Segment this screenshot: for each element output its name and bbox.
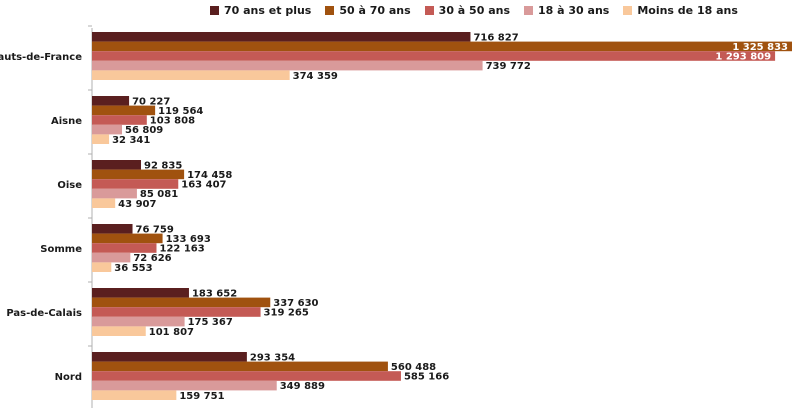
data-label: 560 488 [391,362,436,373]
bar [92,70,290,80]
bar [92,390,177,400]
bar [92,105,156,116]
bar [92,41,792,52]
legend-swatch [210,6,219,15]
bar [92,316,185,327]
bar [92,32,471,42]
bar [92,243,157,253]
data-label: 70 227 [132,96,170,107]
chart-legend: 70 ans et plus 50 à 70 ans 30 à 50 ans 18 à… [210,4,738,17]
bar [92,352,247,362]
bar [92,326,146,336]
category-label: Nord [55,372,82,383]
bar [92,51,776,61]
data-label: 174 458 [187,170,232,181]
data-label: 1 325 833 [732,42,788,53]
bar [92,380,277,391]
data-label: 319 265 [264,308,309,319]
legend-item: Moins de 18 ans [623,4,738,17]
legend-label: 30 à 50 ans [438,4,510,17]
category-label: Pas-de-Calais [6,308,82,319]
bar [92,96,130,106]
bar [92,60,483,71]
bar [92,297,271,308]
data-label: 293 354 [250,352,295,363]
category-label: Somme [40,244,82,255]
data-label: 72 626 [133,253,171,264]
bar [92,262,112,272]
legend-swatch [424,6,434,15]
bar [92,179,179,189]
legend-label: Moins de 18 ans [637,4,738,17]
legend-item: 18 à 30 ans [524,4,609,17]
data-label: 43 907 [118,199,156,210]
data-label: 183 652 [192,288,237,299]
legend-swatch [325,6,335,15]
bar [92,224,133,234]
data-label: 119 564 [158,106,203,117]
bar [92,307,261,317]
category-label: Hauts-de-France [0,52,82,63]
legend-label: 18 à 30 ans [538,4,610,17]
legend-item: 70 ans et plus [210,4,311,17]
data-label: 1 293 809 [715,52,771,63]
legend-label: 50 à 70 ans [339,4,411,17]
data-label: 337 630 [273,298,318,309]
legend-item: 30 à 50 ans [424,4,510,17]
data-label: 92 835 [144,160,182,171]
data-label: 159 751 [179,391,224,402]
bar [92,169,185,180]
category-label: Oise [57,180,82,191]
data-label: 101 807 [149,327,194,338]
data-label: 585 166 [404,372,449,383]
data-label: 374 359 [293,71,338,82]
bar [92,233,163,244]
data-label: 76 759 [136,224,174,235]
bar [92,361,388,372]
bar [92,134,110,144]
data-label: 103 808 [150,116,195,127]
legend-swatch [524,6,533,15]
bar [92,371,401,381]
bar [92,160,142,170]
bar [92,124,122,135]
data-label: 163 407 [181,180,226,191]
data-label: 122 163 [159,244,204,255]
data-label: 56 809 [125,125,163,136]
legend-swatch [623,6,633,15]
data-label: 175 367 [188,317,233,328]
bar [92,198,116,208]
bar [92,188,137,199]
data-label: 739 772 [486,61,531,72]
data-label: 36 553 [114,263,152,274]
data-label: 349 889 [280,381,325,392]
legend-item: 50 à 70 ans [325,4,411,17]
data-label: 716 827 [473,32,518,43]
data-label: 85 081 [140,189,178,200]
category-label: Aisne [51,116,82,127]
bar [92,288,189,298]
bar [92,115,147,125]
legend-label: 70 ans et plus [224,4,312,17]
data-label: 133 693 [166,234,211,245]
data-label: 32 341 [112,135,150,146]
bar [92,252,131,263]
